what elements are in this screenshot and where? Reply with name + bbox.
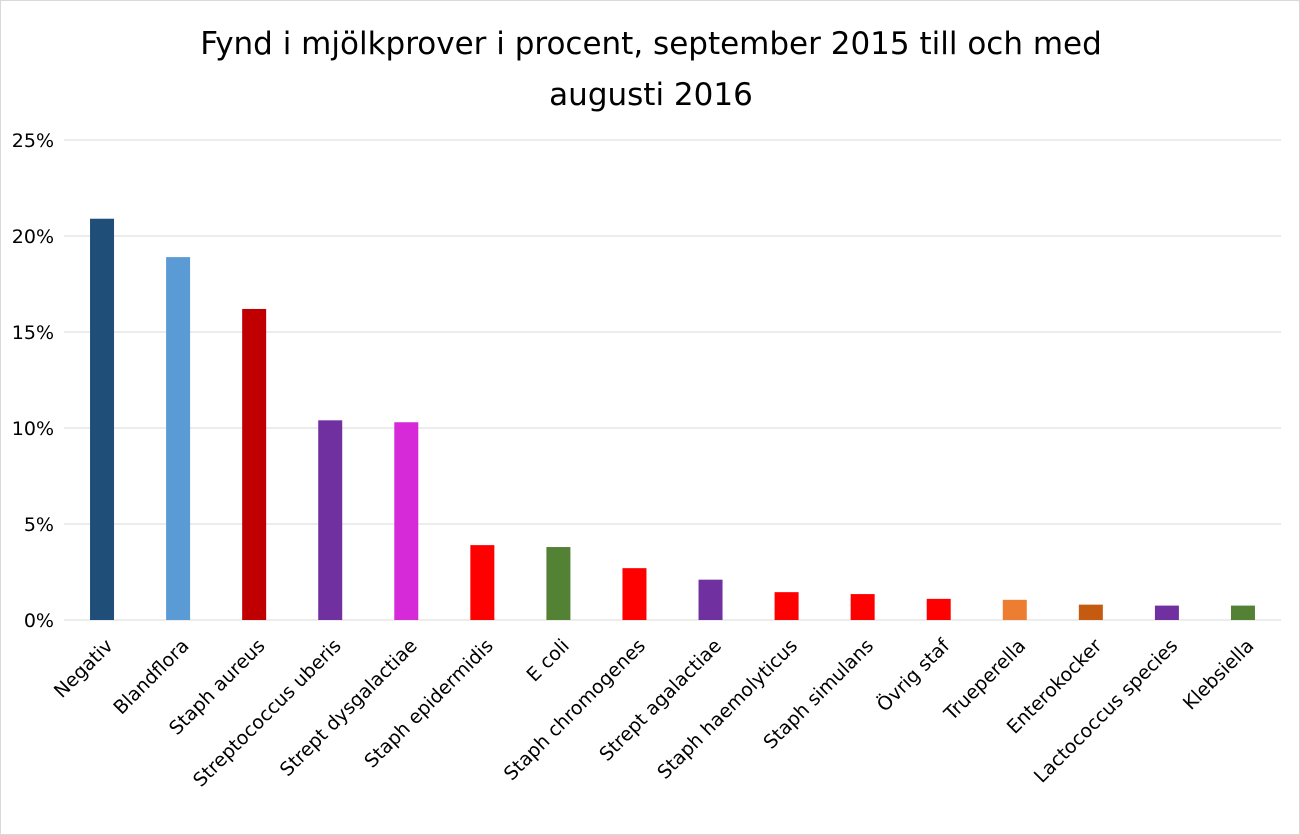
y-tick-label: 10% [12, 418, 54, 440]
x-tick-label: Negativ [50, 635, 118, 703]
x-tick-label: Staph chromogenes [500, 635, 650, 785]
bar [698, 579, 723, 620]
bar [1002, 599, 1027, 620]
bar [394, 422, 419, 620]
bar [850, 594, 875, 620]
bar [1230, 605, 1255, 620]
x-tick-label: Övrig staf [872, 633, 955, 716]
bar [470, 545, 495, 620]
bars [90, 218, 1255, 620]
x-tick-label: Klebsiella [1179, 635, 1259, 715]
bar [166, 257, 191, 620]
chart-title-line-2: augusti 2016 [549, 77, 753, 113]
y-tick-label: 0% [24, 610, 54, 632]
y-tick-label: 5% [24, 514, 54, 536]
x-tick-label: E coli [522, 635, 573, 686]
bar [90, 218, 115, 620]
y-axis-tick-labels: 0% 5% 10% 15% 20% 25% [12, 130, 54, 632]
bar [774, 592, 799, 620]
bar [926, 598, 951, 620]
bar [546, 547, 571, 620]
x-tick-label: Blandflora [109, 635, 193, 719]
y-tick-label: 15% [12, 322, 54, 344]
y-tick-label: 20% [12, 226, 54, 248]
x-tick-label: Staph epidermidis [360, 635, 498, 773]
bar [242, 308, 267, 620]
x-tick-label: Streptococcus uberis [189, 635, 346, 792]
bar [1154, 605, 1179, 620]
bar [622, 568, 647, 620]
bar [1078, 604, 1103, 620]
x-tick-label: Strept dysgalactiae [276, 635, 422, 781]
chart-title-line-1: Fynd i mjölkprover i procent, september … [200, 26, 1102, 62]
x-tick-label: Staph haemolyticus [653, 635, 802, 784]
bar [318, 420, 343, 620]
x-tick-label: Lactococcus species [1030, 635, 1182, 787]
gridlines [64, 139, 1281, 621]
y-tick-label: 25% [12, 130, 54, 152]
